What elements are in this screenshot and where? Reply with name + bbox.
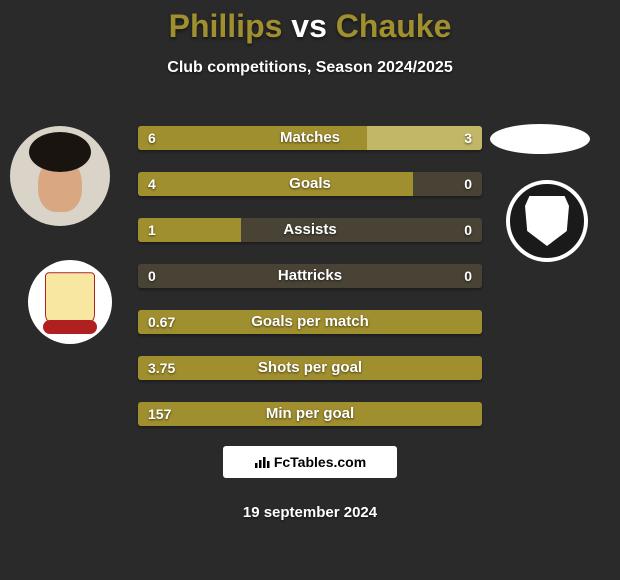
club-right-badge <box>506 180 588 262</box>
branding-text: FcTables.com <box>274 454 366 470</box>
club-left-badge <box>28 260 112 344</box>
bar-empty <box>138 264 482 288</box>
bar-left-fill <box>138 172 413 196</box>
title-vs: vs <box>291 8 327 44</box>
player-right-name: Chauke <box>336 8 452 44</box>
bar-fill <box>138 310 482 334</box>
comparison-title: Phillips vs Chauke <box>0 0 620 45</box>
stat-row: 157Min per goal <box>138 402 482 426</box>
comparison-subtitle: Club competitions, Season 2024/2025 <box>0 59 620 77</box>
bar-left-fill <box>138 126 367 150</box>
branding-badge: FcTables.com <box>223 446 397 478</box>
stat-row: 40Goals <box>138 172 482 196</box>
player-right-photo <box>490 124 590 154</box>
chart-icon <box>254 454 270 470</box>
stat-row: 0.67Goals per match <box>138 310 482 334</box>
stat-row: 00Hattricks <box>138 264 482 288</box>
snapshot-date: 19 september 2024 <box>0 504 620 521</box>
bar-left-fill <box>138 218 241 242</box>
stats-bars: 63Matches 40Goals 10Assists 00Hattricks 0.67… <box>138 126 482 448</box>
player-left-name: Phillips <box>169 8 283 44</box>
bar-fill <box>138 402 482 426</box>
stat-row: 63Matches <box>138 126 482 150</box>
stat-row: 3.75Shots per goal <box>138 356 482 380</box>
stat-row: 10Assists <box>138 218 482 242</box>
player-left-photo <box>10 126 110 226</box>
bar-fill <box>138 356 482 380</box>
bar-right-fill <box>367 126 482 150</box>
